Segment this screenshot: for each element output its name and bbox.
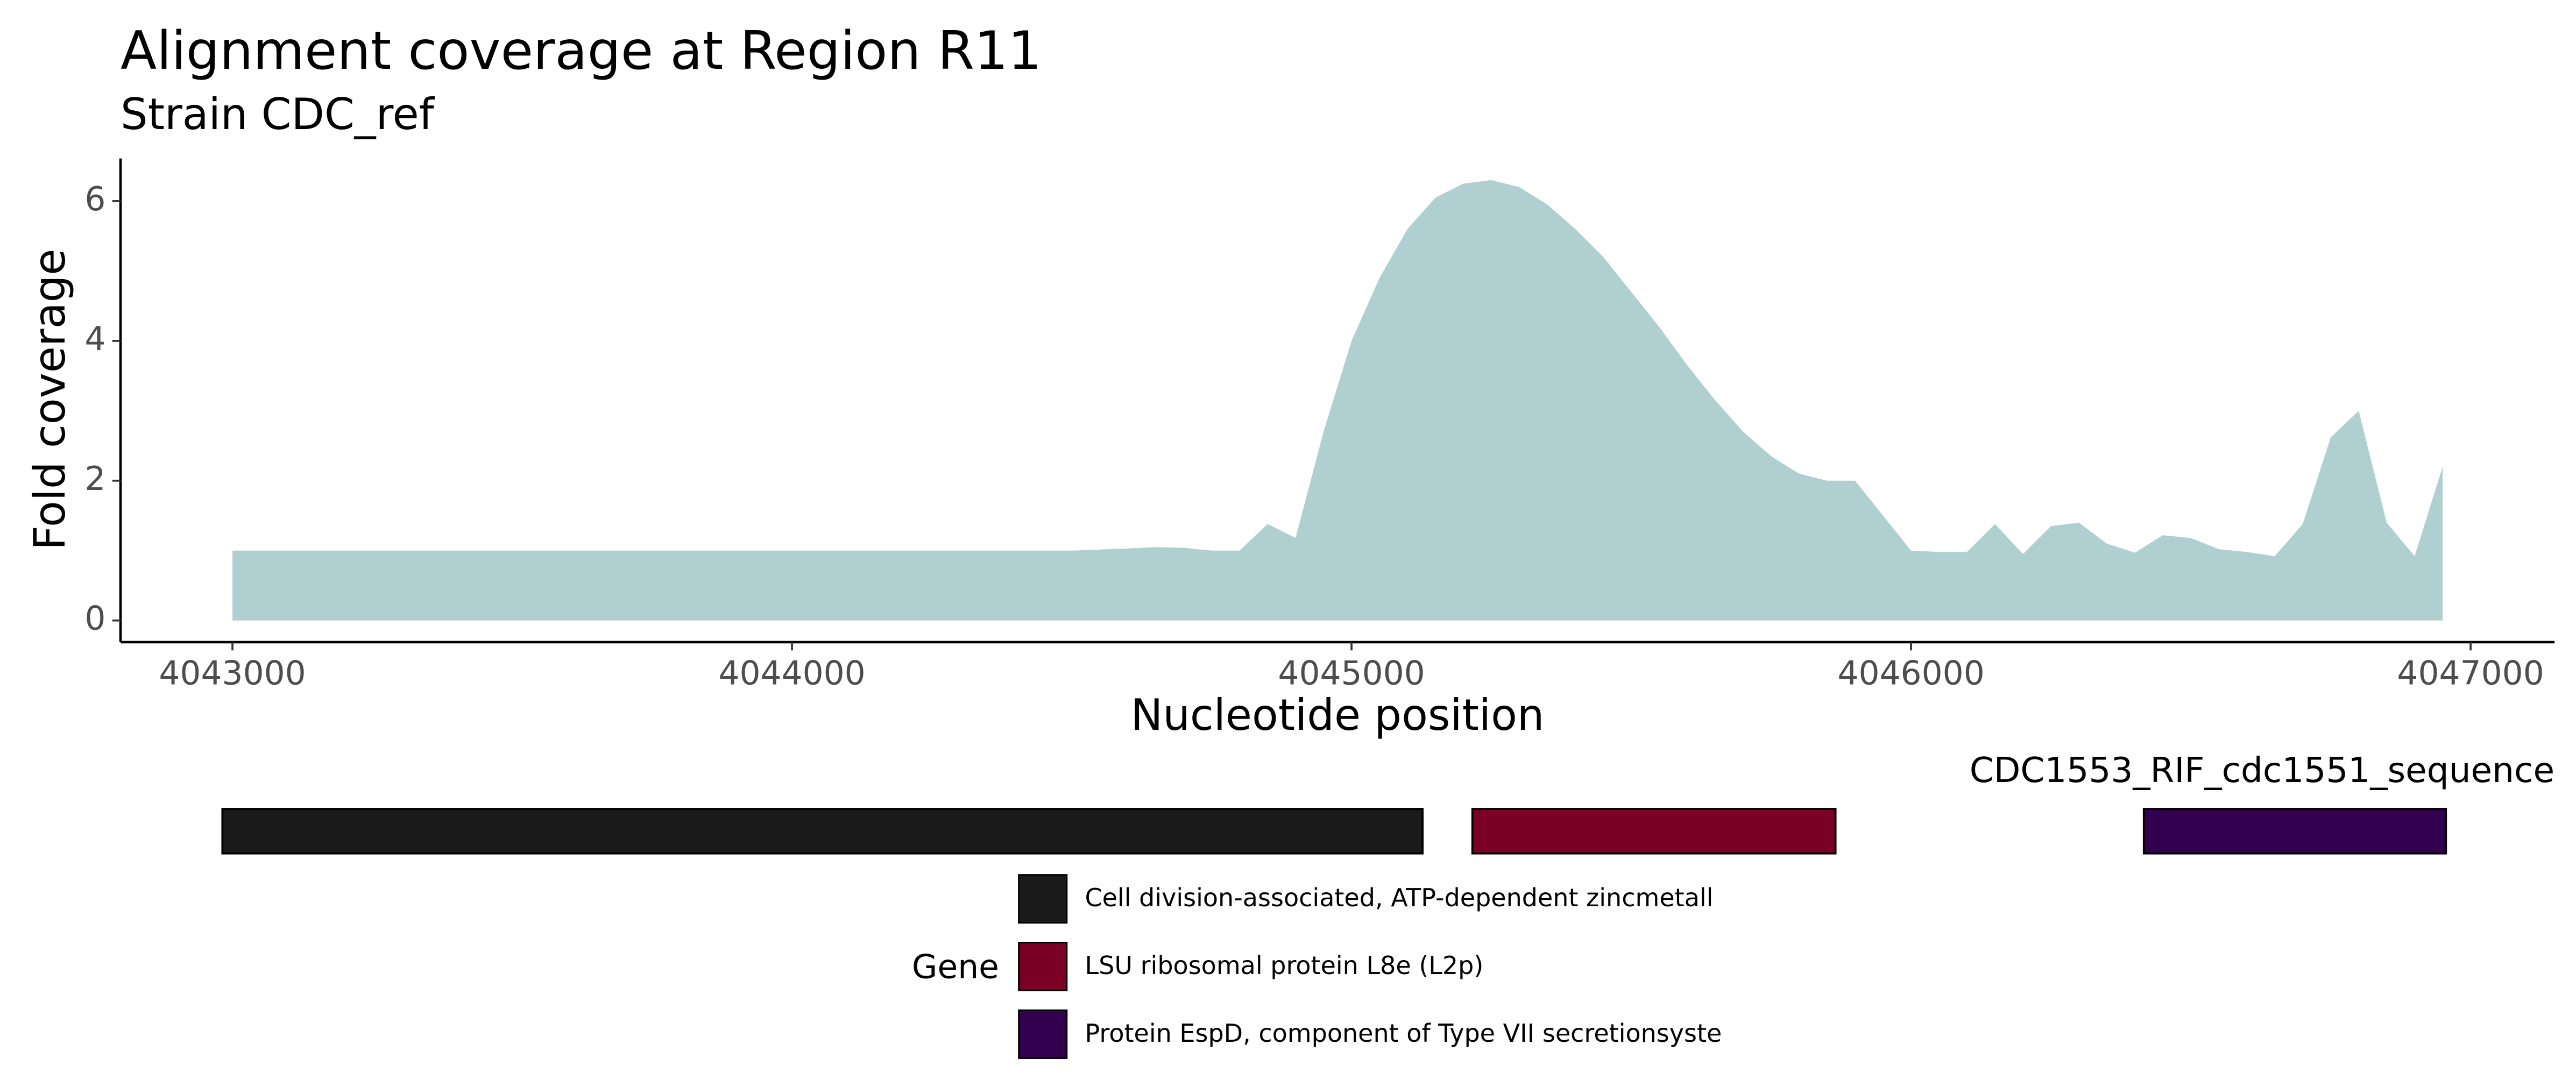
gene-bar — [2142, 808, 2447, 855]
legend-key — [1018, 874, 1068, 924]
chart-title: Alignment coverage at Region R11 — [121, 20, 1042, 82]
x-tick-label: 4047000 — [2397, 654, 2544, 692]
x-axis-label: Nucleotide position — [1131, 690, 1545, 740]
x-tick-label: 4043000 — [159, 654, 306, 692]
x-tick-label: 4046000 — [1837, 654, 1984, 692]
legend-key — [1018, 941, 1068, 992]
y-tick-label: 2 — [84, 460, 105, 498]
legend-label: Cell division-associated, ATP-dependent … — [1085, 883, 1713, 912]
legend-label: LSU ribosomal protein L8e (L2p) — [1085, 951, 1483, 980]
y-tick-label: 6 — [84, 180, 105, 218]
gene-track-label: CDC1553_RIF_cdc1551_sequence — [1970, 750, 2554, 791]
coverage-area — [232, 180, 2443, 621]
x-tick-label: 4044000 — [718, 654, 865, 692]
y-tick-label: 4 — [84, 320, 105, 358]
gene-bar — [1471, 808, 1837, 855]
legend-title: Gene — [912, 948, 999, 986]
chart-subtitle: Strain CDC_ref — [121, 89, 435, 139]
legend-label: Protein EspD, component of Type VII secr… — [1085, 1019, 1722, 1048]
legend-key — [1018, 1009, 1068, 1059]
y-axis-label: Fold coverage — [25, 248, 75, 550]
x-tick-label: 4045000 — [1278, 654, 1425, 692]
gene-bar — [221, 808, 1424, 855]
y-tick-label: 0 — [84, 600, 105, 638]
